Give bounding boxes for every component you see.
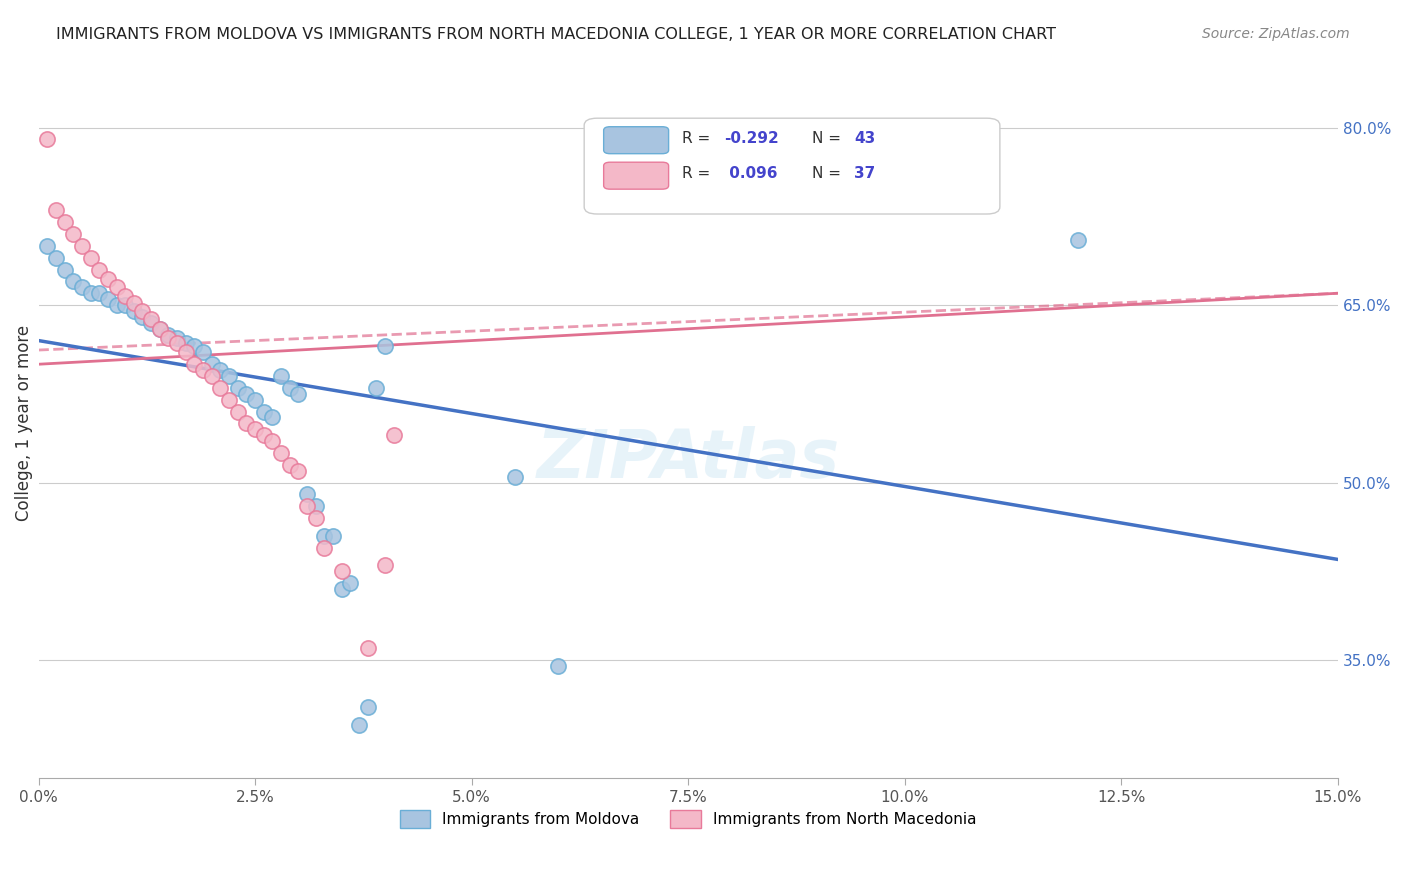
Immigrants from Moldova <box>209 363 232 377</box>
Immigrants from North Macedonia <box>105 280 128 294</box>
FancyBboxPatch shape <box>603 162 669 189</box>
Immigrants from Moldova <box>174 335 197 350</box>
Immigrants from Moldova <box>79 286 101 301</box>
Immigrants from North Macedonia <box>45 203 67 218</box>
Immigrants from Moldova <box>45 251 67 265</box>
Immigrants from North Macedonia <box>174 345 197 359</box>
Immigrants from Moldova <box>287 386 309 401</box>
Immigrants from North Macedonia <box>235 417 257 431</box>
Text: 0.096: 0.096 <box>724 166 778 181</box>
Immigrants from Moldova <box>330 582 353 596</box>
Immigrants from Moldova <box>157 327 180 342</box>
Immigrants from North Macedonia <box>191 363 214 377</box>
Immigrants from North Macedonia <box>89 262 111 277</box>
Text: N =: N = <box>811 166 845 181</box>
Immigrants from North Macedonia <box>295 499 318 513</box>
Immigrants from Moldova <box>62 275 84 289</box>
Immigrants from North Macedonia <box>330 564 353 578</box>
Immigrants from Moldova <box>131 310 153 324</box>
Immigrants from Moldova <box>89 286 111 301</box>
Immigrants from North Macedonia <box>183 357 205 371</box>
Immigrants from North Macedonia <box>356 641 378 656</box>
Immigrants from North Macedonia <box>314 541 336 555</box>
Text: 43: 43 <box>855 130 876 145</box>
Immigrants from North Macedonia <box>243 422 266 436</box>
Immigrants from Moldova <box>122 304 145 318</box>
Immigrants from Moldova <box>339 576 361 591</box>
Immigrants from North Macedonia <box>218 392 240 407</box>
Immigrants from Moldova <box>278 381 301 395</box>
Immigrants from Moldova <box>70 280 93 294</box>
Immigrants from North Macedonia <box>166 335 188 350</box>
Immigrants from Moldova <box>166 331 188 345</box>
Immigrants from Moldova <box>347 718 370 732</box>
Text: ZIPAtlas: ZIPAtlas <box>537 425 839 491</box>
Text: N =: N = <box>811 130 845 145</box>
Immigrants from Moldova <box>547 658 569 673</box>
Legend: Immigrants from Moldova, Immigrants from North Macedonia: Immigrants from Moldova, Immigrants from… <box>394 804 983 834</box>
Immigrants from North Macedonia <box>53 215 76 229</box>
Immigrants from North Macedonia <box>139 312 162 326</box>
Immigrants from Moldova <box>243 392 266 407</box>
Immigrants from Moldova <box>295 487 318 501</box>
Immigrants from Moldova <box>374 339 396 353</box>
Text: R =: R = <box>682 166 714 181</box>
Immigrants from Moldova <box>114 298 136 312</box>
Immigrants from Moldova <box>183 339 205 353</box>
Immigrants from Moldova <box>322 529 344 543</box>
Immigrants from North Macedonia <box>209 381 232 395</box>
Immigrants from North Macedonia <box>305 511 328 525</box>
Immigrants from North Macedonia <box>226 404 249 418</box>
Immigrants from North Macedonia <box>374 558 396 573</box>
Immigrants from North Macedonia <box>114 288 136 302</box>
Immigrants from North Macedonia <box>201 369 224 384</box>
Y-axis label: College, 1 year or more: College, 1 year or more <box>15 326 32 522</box>
Immigrants from North Macedonia <box>157 331 180 345</box>
Immigrants from Moldova <box>149 322 172 336</box>
Immigrants from Moldova <box>53 262 76 277</box>
Immigrants from North Macedonia <box>149 322 172 336</box>
Immigrants from Moldova <box>366 381 388 395</box>
Immigrants from Moldova <box>191 345 214 359</box>
Text: -0.292: -0.292 <box>724 130 779 145</box>
Immigrants from Moldova <box>97 292 120 306</box>
Immigrants from North Macedonia <box>122 295 145 310</box>
FancyBboxPatch shape <box>603 127 669 153</box>
Immigrants from Moldova <box>37 239 59 253</box>
Immigrants from Moldova <box>262 410 284 425</box>
Immigrants from North Macedonia <box>253 428 276 442</box>
Immigrants from North Macedonia <box>131 304 153 318</box>
Immigrants from Moldova <box>253 404 276 418</box>
Text: R =: R = <box>682 130 714 145</box>
Immigrants from Moldova <box>235 386 257 401</box>
Immigrants from Moldova <box>503 469 526 483</box>
Immigrants from Moldova <box>314 529 336 543</box>
Immigrants from North Macedonia <box>382 428 405 442</box>
Immigrants from North Macedonia <box>97 272 120 286</box>
Immigrants from North Macedonia <box>287 464 309 478</box>
Immigrants from Moldova <box>105 298 128 312</box>
Immigrants from North Macedonia <box>37 132 59 146</box>
Immigrants from Moldova <box>226 381 249 395</box>
FancyBboxPatch shape <box>583 119 1000 214</box>
Immigrants from North Macedonia <box>70 239 93 253</box>
Immigrants from Moldova <box>218 369 240 384</box>
Immigrants from Moldova <box>356 700 378 714</box>
Immigrants from Moldova <box>139 316 162 330</box>
Immigrants from North Macedonia <box>262 434 284 449</box>
Immigrants from North Macedonia <box>79 251 101 265</box>
Immigrants from North Macedonia <box>278 458 301 472</box>
Immigrants from North Macedonia <box>62 227 84 241</box>
Immigrants from North Macedonia <box>270 446 292 460</box>
Immigrants from Moldova <box>305 499 328 513</box>
Text: 37: 37 <box>855 166 876 181</box>
Text: IMMIGRANTS FROM MOLDOVA VS IMMIGRANTS FROM NORTH MACEDONIA COLLEGE, 1 YEAR OR MO: IMMIGRANTS FROM MOLDOVA VS IMMIGRANTS FR… <box>56 27 1056 42</box>
Immigrants from Moldova <box>201 357 224 371</box>
Immigrants from Moldova <box>270 369 292 384</box>
Text: Source: ZipAtlas.com: Source: ZipAtlas.com <box>1202 27 1350 41</box>
Immigrants from Moldova <box>1067 233 1090 247</box>
